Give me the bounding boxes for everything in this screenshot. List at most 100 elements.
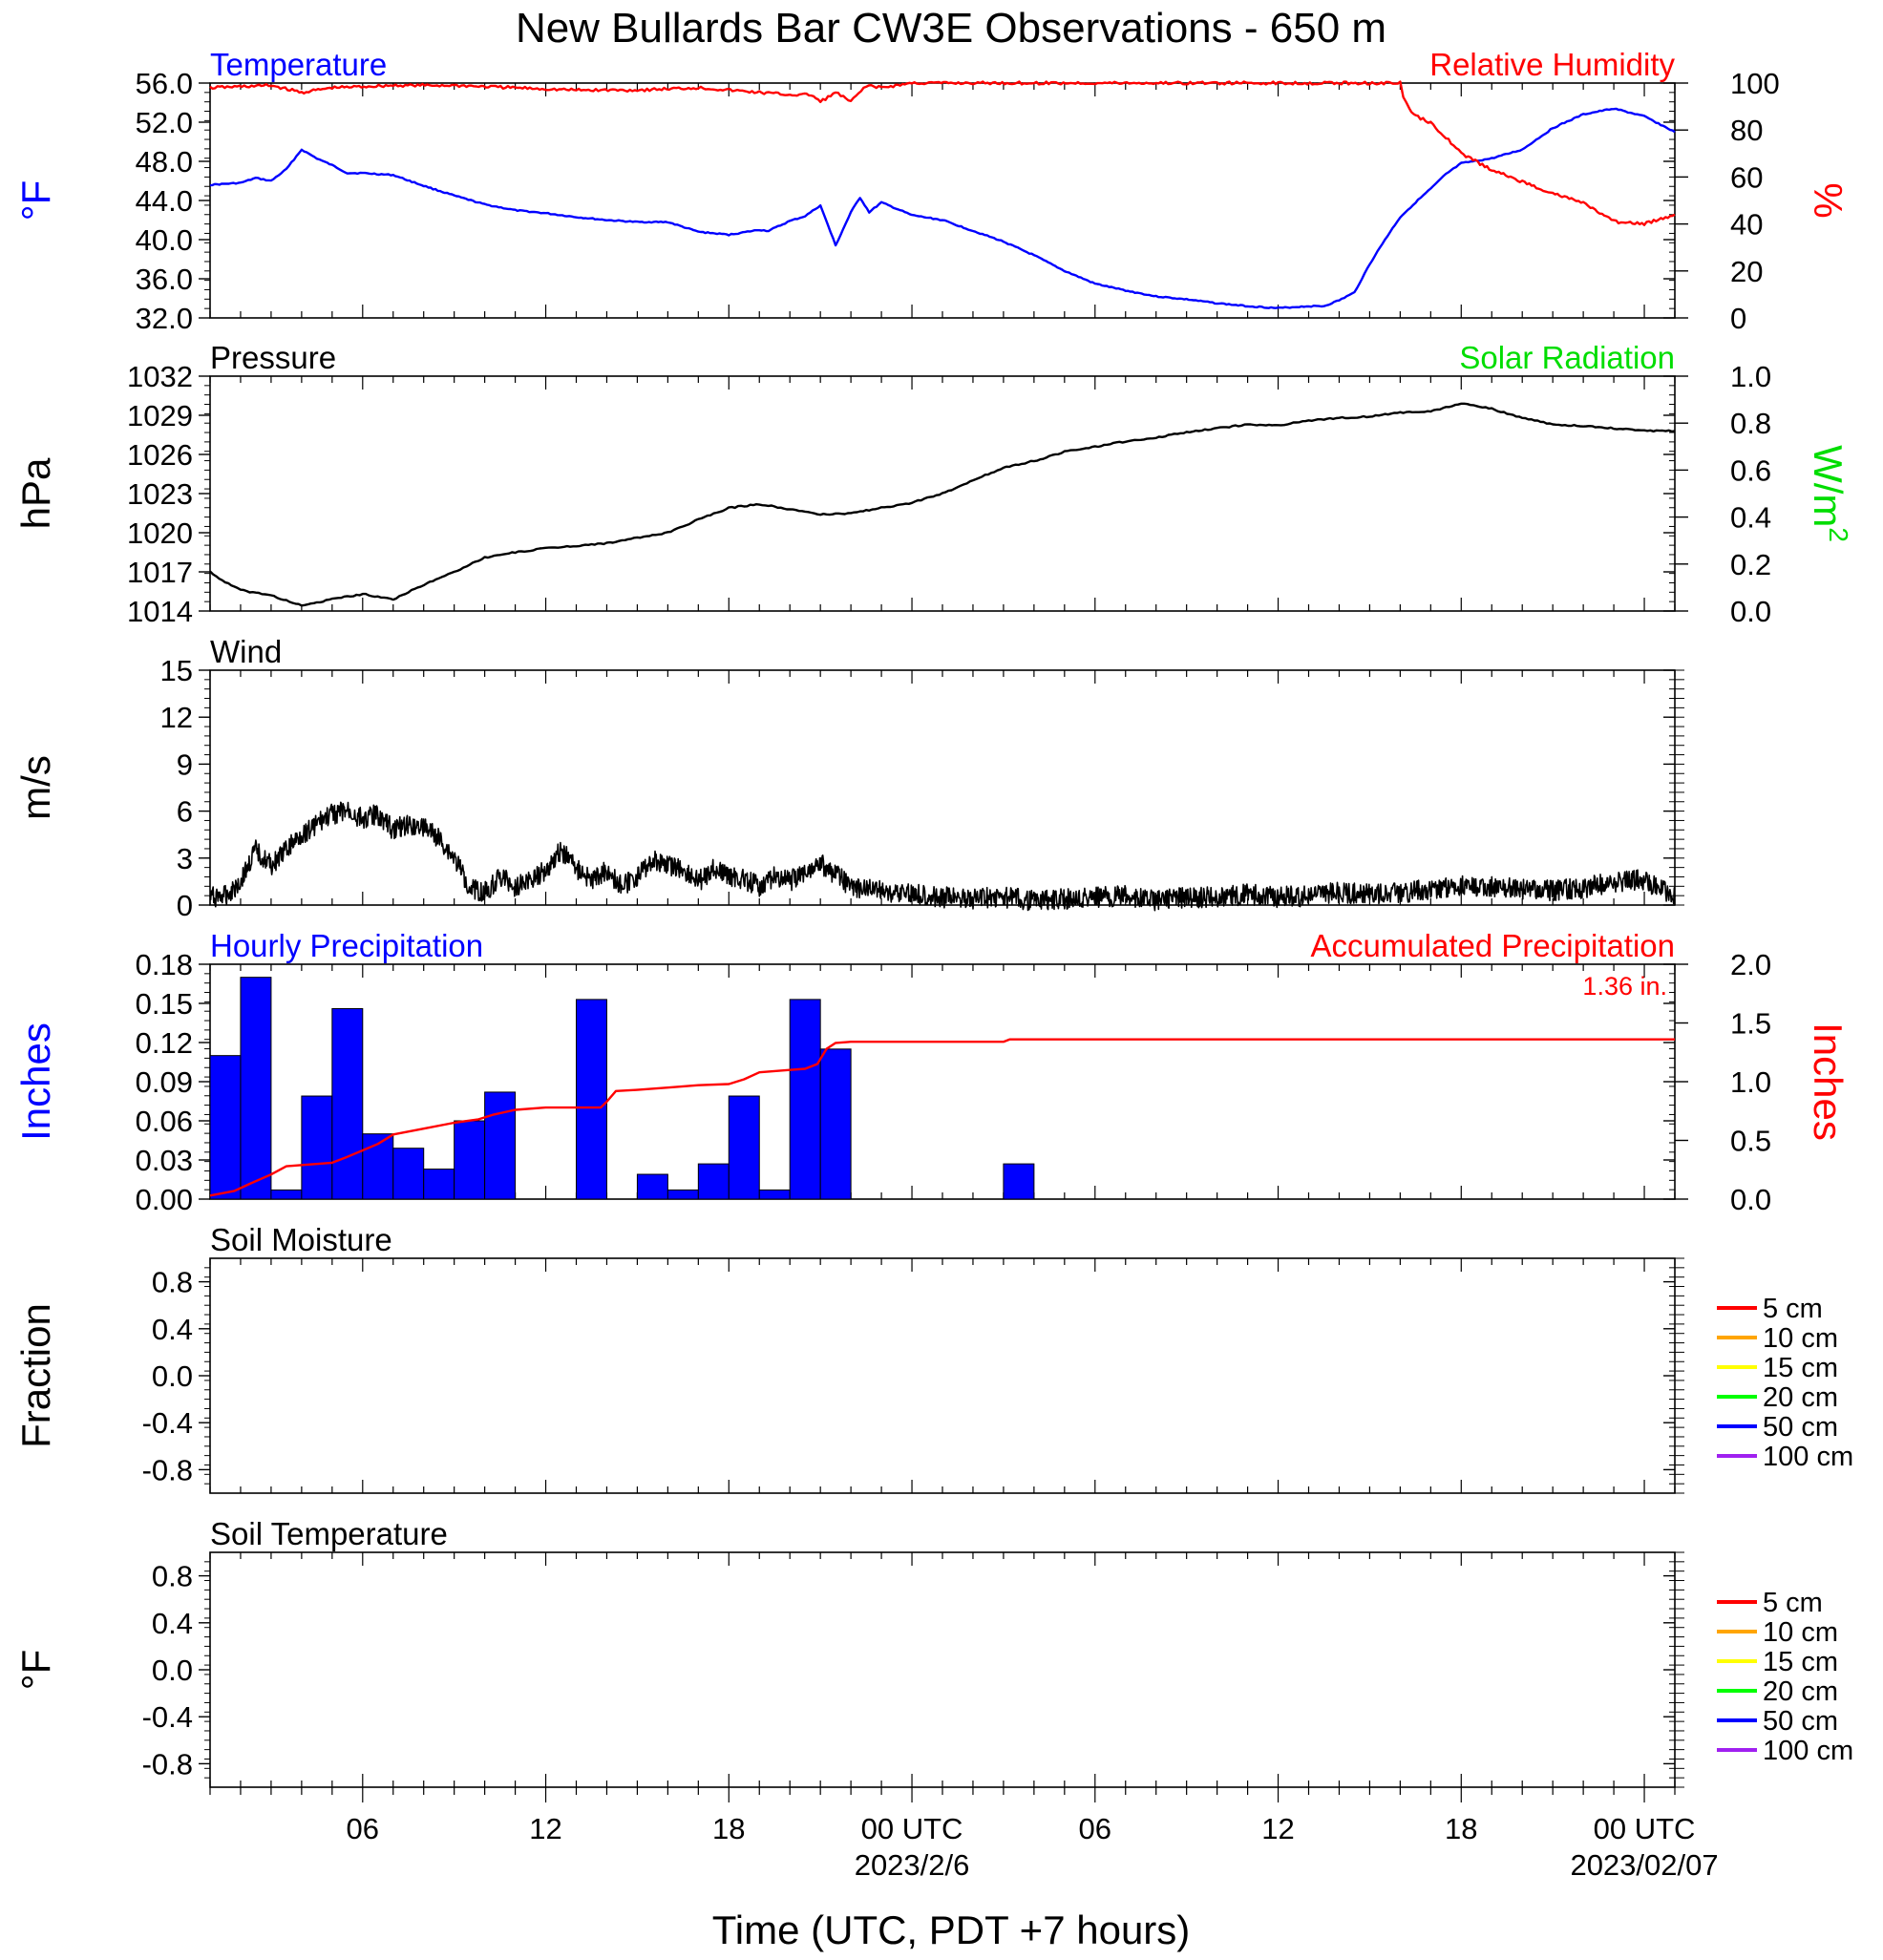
- legend-label: 15 cm: [1763, 1353, 1838, 1383]
- panel-title-right: Relative Humidity: [1429, 47, 1675, 82]
- y-tick-label-left: 40.0: [136, 223, 193, 257]
- y-tick-label-left: 6: [177, 795, 193, 829]
- panel-title-left: Pressure: [210, 340, 336, 375]
- y-axis-title-left: hPa: [13, 457, 58, 529]
- precip-bar: [697, 1163, 730, 1200]
- y-tick-label-right: 80: [1730, 114, 1763, 147]
- series-line-pressure: [209, 402, 1676, 607]
- series-line-wind: [209, 801, 1676, 912]
- legend-label: 100 cm: [1763, 1442, 1853, 1472]
- y-tick-label-right: 0.4: [1730, 501, 1771, 535]
- series-line-temperature: [209, 107, 1676, 309]
- precip-bar: [301, 1095, 333, 1200]
- figure-title: New Bullards Bar CW3E Observations - 650…: [516, 5, 1386, 52]
- y-axis-title-right: W/m2: [1806, 445, 1853, 542]
- y-tick-label-right: 0.5: [1730, 1125, 1771, 1158]
- legend-label: 15 cm: [1763, 1647, 1838, 1677]
- y-tick-label-left: 52.0: [136, 106, 193, 139]
- y-axis-title-left: m/s: [13, 755, 58, 820]
- y-axis-title-right: %: [1806, 182, 1851, 218]
- x-tick-label: 18: [712, 1812, 745, 1845]
- series-line-accumulated-precipitation: [209, 1038, 1675, 1197]
- precip-bar: [209, 1055, 242, 1200]
- x-tick-label: 06: [1079, 1812, 1111, 1845]
- y-tick-label-right: 1.0: [1730, 360, 1771, 393]
- legend-label: 10 cm: [1763, 1323, 1838, 1354]
- y-tick-label-right: 1.0: [1730, 1065, 1771, 1099]
- y-tick-label-left: 0.4: [152, 1607, 193, 1640]
- unit-exponent: 2: [1824, 527, 1853, 542]
- plot-frame: [209, 82, 1676, 319]
- y-tick-label-right: 0: [1730, 302, 1746, 335]
- y-tick-label-left: 1020: [127, 516, 193, 550]
- y-tick-label-left: 0.8: [152, 1266, 193, 1299]
- x-tick-label: 00 UTC: [861, 1812, 963, 1845]
- plot-frame: [209, 963, 1676, 1200]
- accumulated-total-annotation: 1.36 in.: [1582, 972, 1667, 1001]
- panel-title-right: Solar Radiation: [1459, 340, 1675, 375]
- panel-title-left: Soil Moisture: [210, 1222, 392, 1257]
- x-axis-title: Time (UTC, PDT +7 hours): [712, 1907, 1191, 1952]
- y-tick-label-left: 1017: [127, 556, 193, 589]
- y-tick-label-right: 2.0: [1730, 948, 1771, 981]
- y-tick-label-left: 12: [160, 701, 193, 734]
- y-tick-label-left: 1014: [127, 595, 193, 628]
- y-tick-label-left: 44.0: [136, 184, 193, 218]
- y-axis-title-left: Inches: [13, 1022, 58, 1141]
- y-tick-label-left: 0.0: [152, 1359, 193, 1393]
- precip-bar: [728, 1095, 760, 1200]
- y-tick-label-left: 0.06: [136, 1105, 193, 1138]
- y-axis-title-right: Inches: [1806, 1022, 1851, 1141]
- panel-pressure_solar: 1014 1017 1020 1023 1026 1029 1032 0.0 0.2 0.4 0.6…: [13, 340, 1853, 628]
- panel-title-left: Temperature: [210, 47, 387, 82]
- series-line-relative-humidity: [209, 80, 1676, 226]
- y-tick-label-right: 60: [1730, 160, 1763, 194]
- y-axis-title-left: Fraction: [13, 1303, 58, 1448]
- y-tick-label-left: 0.8: [152, 1560, 193, 1593]
- x-date-label: 2023/02/07: [1570, 1848, 1718, 1882]
- precip-bar: [270, 1189, 303, 1200]
- legend-label: 100 cm: [1763, 1736, 1853, 1766]
- y-tick-label-right: 0.0: [1730, 1183, 1771, 1216]
- y-tick-label-left: 48.0: [136, 145, 193, 179]
- y-tick-label-left: 1026: [127, 438, 193, 472]
- precip-bar: [423, 1169, 455, 1200]
- y-tick-label-left: 32.0: [136, 302, 193, 335]
- x-tick-label: 00 UTC: [1594, 1812, 1696, 1845]
- y-tick-label-left: 0.00: [136, 1183, 193, 1216]
- x-tick-label: 12: [1261, 1812, 1294, 1845]
- panel-precip: 0.00 0.03 0.06 0.09 0.12 0.15 0.18 0.0 0.5 1.0 1.5…: [13, 928, 1851, 1216]
- panel-temp_rh: 32.0 36.0 40.0 44.0 48.0 52.0 56.0 0 20 40 60 80 100…: [13, 47, 1851, 335]
- x-tick-label: 18: [1445, 1812, 1477, 1845]
- y-tick-label-left: 0: [177, 889, 193, 922]
- precip-bar: [240, 977, 272, 1200]
- y-tick-label-right: 1.5: [1730, 1007, 1771, 1041]
- y-tick-label-left: 0.09: [136, 1065, 193, 1099]
- panel-title-right: Accumulated Precipitation: [1310, 928, 1675, 963]
- x-tick-label: 12: [529, 1812, 561, 1845]
- y-tick-label-left: 0.12: [136, 1026, 193, 1060]
- y-tick-label-left: -0.8: [142, 1747, 193, 1781]
- y-tick-label-left: 15: [160, 654, 193, 687]
- precip-bar: [1003, 1163, 1035, 1200]
- y-tick-label-right: 0.0: [1730, 595, 1771, 628]
- x-date-label: 2023/2/6: [855, 1848, 970, 1882]
- y-tick-label-left: 0.15: [136, 987, 193, 1021]
- legend-label: 20 cm: [1763, 1382, 1838, 1413]
- precip-bar: [636, 1173, 668, 1200]
- precip-bar: [666, 1189, 699, 1200]
- y-tick-label-left: -0.4: [142, 1700, 193, 1734]
- plot-frame: [209, 669, 1676, 906]
- panel-title-left: Wind: [210, 634, 282, 669]
- legend-label: 5 cm: [1763, 1294, 1823, 1324]
- x-tick-label: 06: [347, 1812, 379, 1845]
- precip-bar: [819, 1048, 852, 1200]
- plot-frame: [209, 1551, 1676, 1788]
- y-tick-label-left: 1023: [127, 477, 193, 511]
- panel-title-left: Soil Temperature: [210, 1516, 448, 1551]
- y-tick-label-left: 9: [177, 748, 193, 781]
- y-axis-title-left: °F: [13, 1650, 58, 1690]
- legend-label: 50 cm: [1763, 1706, 1838, 1737]
- y-tick-label-left: 36.0: [136, 263, 193, 296]
- y-tick-label-right: 20: [1730, 255, 1763, 288]
